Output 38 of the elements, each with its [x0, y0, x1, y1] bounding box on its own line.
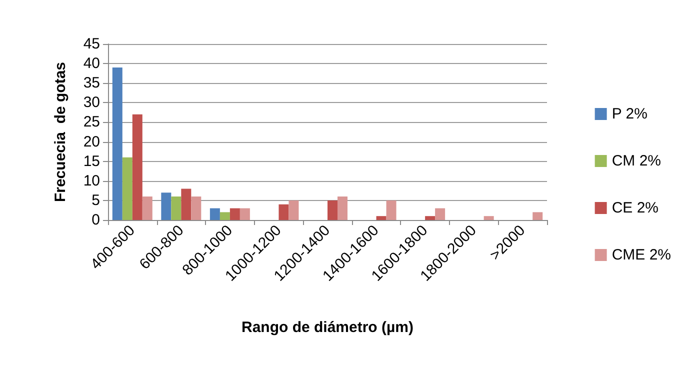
bar: [142, 196, 152, 220]
bar: [230, 208, 240, 220]
bar: [338, 196, 348, 220]
y-tick-label: 25: [83, 114, 100, 131]
y-tick-label: 20: [83, 133, 100, 150]
bar: [220, 212, 230, 220]
bar: [328, 200, 338, 220]
bar: [386, 200, 396, 220]
legend-label: P 2%: [612, 106, 648, 122]
bar: [210, 208, 220, 220]
y-tick-label: 45: [83, 36, 100, 52]
y-tick-label: 10: [83, 172, 100, 190]
bar: [132, 114, 142, 220]
bar: [191, 196, 202, 220]
y-tick-label: 5: [92, 192, 100, 209]
bar: [425, 216, 436, 220]
bar: [122, 157, 132, 220]
bar: [181, 188, 192, 220]
legend-label: CM 2%: [612, 152, 662, 170]
bar: [171, 196, 182, 220]
legend-label: CE 2%: [612, 200, 659, 216]
bar: [112, 67, 122, 220]
x-axis-title: Rango de diámetro (µm): [242, 319, 414, 336]
y-tick-label: 30: [83, 94, 100, 112]
bar: [376, 216, 386, 220]
y-tick-label: 40: [83, 55, 100, 72]
legend-label: CME 2%: [612, 246, 672, 264]
bar: [532, 212, 543, 220]
y-axis-title: Frecuecia de gotas: [52, 62, 69, 202]
bar: [161, 192, 172, 220]
bar: [484, 216, 494, 220]
bar: [240, 208, 250, 220]
y-tick-label: 0: [92, 212, 100, 228]
bar: [435, 208, 446, 220]
y-tick-label: 35: [83, 74, 100, 92]
bar: [278, 204, 289, 220]
y-tick-label: 15: [83, 152, 100, 170]
bar: [288, 200, 299, 220]
